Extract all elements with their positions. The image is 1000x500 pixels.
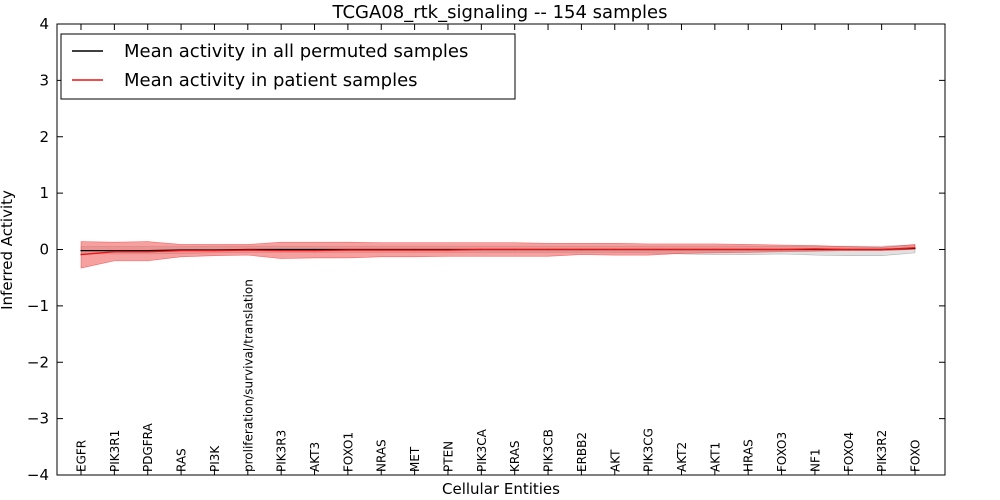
x-tick-label: NF1: [808, 448, 822, 472]
y-tick-label: 4: [39, 15, 49, 33]
data-point-patient: [214, 250, 215, 251]
x-tick-label: PIK3CA: [475, 428, 489, 472]
y-tick-labels: −4 −3 −2 −1 0 1 2 3 4: [27, 15, 49, 484]
data-point-patient: [714, 249, 715, 250]
data-point-permuted: [147, 250, 148, 251]
chart: TCGA08_rtk_signaling -- 154 samples −4 −3…: [0, 0, 1000, 500]
x-tick-label: PIK3R3: [275, 430, 289, 472]
x-axis-label: Cellular Entities: [442, 480, 560, 498]
data-point-patient: [80, 254, 81, 255]
x-tick-label: FOXO: [909, 440, 923, 472]
x-tick-label: RAS: [175, 448, 189, 472]
x-tick-label: HRAS: [742, 439, 756, 472]
x-tick-label: EGFR: [75, 440, 89, 472]
data-point-patient: [314, 250, 315, 251]
data-point-patient: [147, 251, 148, 252]
legend-label-permuted: Mean activity in all permuted samples: [124, 41, 468, 62]
chart-title: TCGA08_rtk_signaling -- 154 samples: [332, 2, 668, 23]
data-point-patient: [881, 249, 882, 250]
data-point-patient: [648, 249, 649, 250]
data-point-patient: [848, 249, 849, 250]
x-tick-label: proliferation/survival/translation: [241, 279, 255, 472]
data-point-permuted: [80, 250, 81, 251]
x-tick-labels: EGFR PIK3R1 PDGFRA RAS PI3K proliferation/sur…: [75, 279, 923, 472]
data-point-patient: [748, 249, 749, 250]
data-point-patient: [347, 249, 348, 250]
x-tick-label: AKT3: [308, 442, 322, 472]
data-point-patient: [247, 249, 248, 250]
x-tick-label: PIK3R2: [875, 430, 889, 472]
data-point-permuted: [314, 249, 315, 250]
x-tick-label: AKT: [608, 449, 622, 472]
x-tick-label: KRAS: [508, 440, 522, 472]
data-point-patient: [547, 249, 548, 250]
y-tick-label: −3: [27, 410, 49, 428]
x-tick-label: MET: [408, 446, 422, 472]
data-point-patient: [514, 249, 515, 250]
x-tick-label: PIK3CB: [542, 429, 556, 472]
y-tick-label: 0: [39, 241, 49, 259]
x-tick-label: PIK3CG: [642, 428, 656, 472]
data-point-permuted: [114, 250, 115, 251]
data-point-patient: [614, 249, 615, 250]
data-point-patient: [781, 249, 782, 250]
data-point-patient: [481, 249, 482, 250]
y-tick-label: −1: [27, 297, 49, 315]
y-tick-label: 3: [39, 71, 49, 89]
data-point-patient: [414, 249, 415, 250]
x-tick-label: PTEN: [441, 441, 455, 472]
legend: Mean activity in all permuted samples Me…: [61, 34, 515, 99]
x-tick-label: NRAS: [375, 439, 389, 472]
x-tick-label: FOXO4: [842, 432, 856, 472]
y-axis-label: Inferred Activity: [0, 190, 16, 310]
y-tick-label: 1: [39, 184, 49, 202]
data-point-patient: [914, 247, 915, 248]
x-tick-label: PIK3R1: [108, 430, 122, 472]
data-point-patient: [180, 250, 181, 251]
data-point-patient: [581, 249, 582, 250]
x-tick-label: PI3K: [208, 445, 222, 472]
series-band-patient: [81, 242, 915, 268]
x-tick-label: ERBB2: [575, 432, 589, 472]
x-tick-label: AKT1: [708, 442, 722, 472]
data-point-permuted: [281, 249, 282, 250]
data-point-patient: [681, 249, 682, 250]
plot-area: [80, 242, 915, 268]
legend-label-patient: Mean activity in patient samples: [124, 70, 418, 91]
x-tick-label: FOXO3: [775, 432, 789, 472]
data-point-patient: [447, 249, 448, 250]
x-tick-label: FOXO1: [341, 432, 355, 472]
data-point-patient: [114, 251, 115, 252]
x-tick-label: PDGFRA: [141, 422, 155, 472]
y-tick-label: 2: [39, 128, 49, 146]
y-tick-label: −2: [27, 353, 49, 371]
y-tick-label: −4: [27, 466, 49, 484]
data-point-patient: [814, 248, 815, 249]
data-point-patient: [381, 249, 382, 250]
data-point-patient: [281, 250, 282, 251]
x-tick-label: AKT2: [675, 442, 689, 472]
